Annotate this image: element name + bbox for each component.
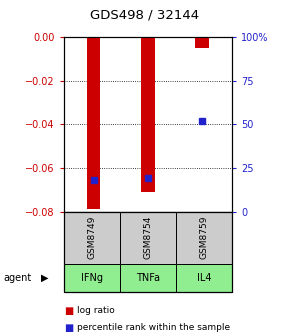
Bar (141, 37, 155, 192)
Text: GSM8759: GSM8759 (200, 216, 209, 259)
Text: percentile rank within the sample: percentile rank within the sample (77, 323, 230, 332)
Text: TNFa: TNFa (136, 273, 160, 283)
Bar (87, 37, 100, 210)
Text: IFNg: IFNg (81, 273, 103, 283)
Text: ▶: ▶ (41, 273, 49, 283)
Bar (195, 37, 209, 48)
Text: GSM8754: GSM8754 (143, 216, 153, 259)
Text: IL4: IL4 (197, 273, 211, 283)
Text: agent: agent (3, 273, 31, 283)
Text: ■: ■ (64, 306, 73, 316)
Text: GSM8749: GSM8749 (87, 216, 96, 259)
Text: GDS498 / 32144: GDS498 / 32144 (90, 8, 200, 22)
Text: ■: ■ (64, 323, 73, 333)
Text: log ratio: log ratio (77, 306, 115, 315)
